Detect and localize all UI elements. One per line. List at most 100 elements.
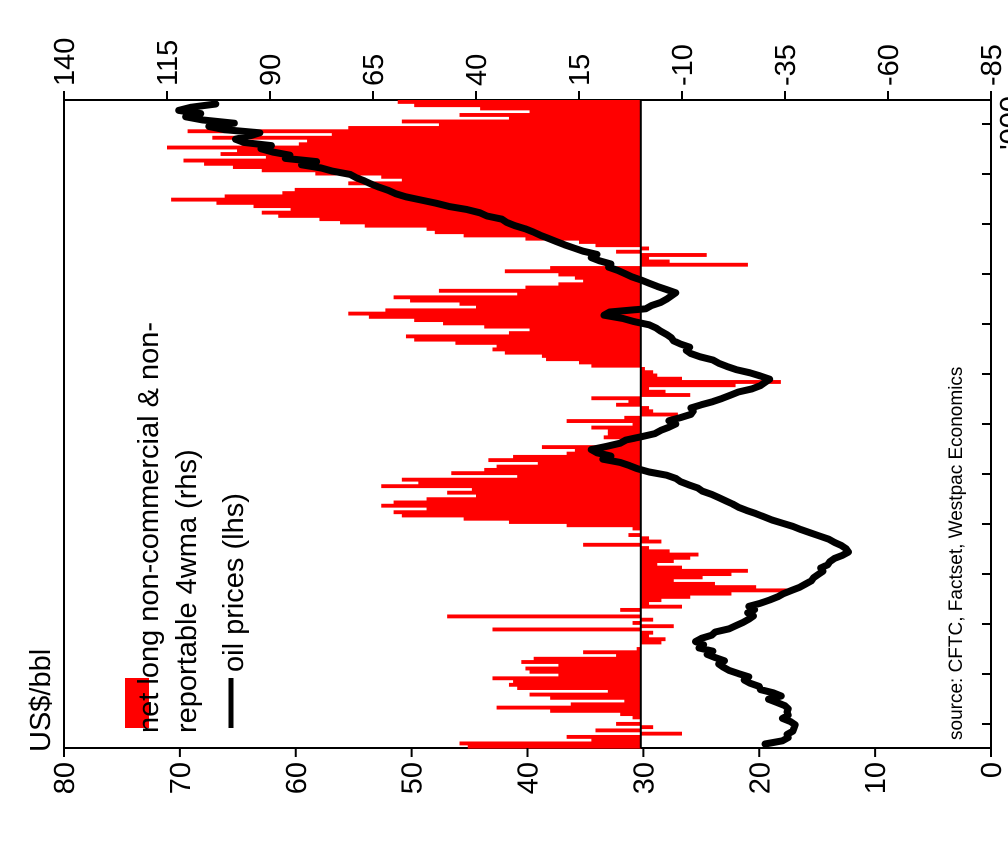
bar bbox=[640, 594, 691, 599]
bar bbox=[640, 630, 654, 635]
bar bbox=[459, 301, 641, 306]
bar bbox=[401, 477, 641, 482]
bar bbox=[570, 702, 641, 707]
bar bbox=[496, 464, 641, 469]
bar bbox=[640, 562, 658, 567]
bar bbox=[640, 601, 650, 606]
bar bbox=[282, 191, 641, 196]
bar bbox=[616, 249, 641, 254]
bar bbox=[385, 308, 641, 313]
bar bbox=[513, 454, 641, 459]
legend-bar-swatch bbox=[125, 678, 149, 728]
bar bbox=[467, 744, 641, 749]
bar bbox=[381, 174, 641, 179]
right-axis-tick-label: -85 bbox=[976, 44, 1008, 86]
left-axis-tick-label: 80 bbox=[49, 762, 81, 794]
bar bbox=[640, 380, 781, 384]
bar bbox=[232, 165, 641, 169]
bar bbox=[237, 148, 641, 153]
right-axis-tick-label: -35 bbox=[770, 44, 802, 86]
bar bbox=[167, 145, 641, 150]
bar bbox=[550, 266, 641, 270]
bar bbox=[595, 728, 641, 733]
right-axis-tick-label: 15 bbox=[564, 54, 596, 86]
bar bbox=[640, 389, 666, 394]
bar bbox=[348, 126, 641, 130]
bar bbox=[381, 484, 641, 489]
right-axis-tick-label: -10 bbox=[667, 44, 699, 86]
right-axis-tick-label: 140 bbox=[49, 38, 81, 86]
bar bbox=[348, 181, 641, 186]
bar bbox=[401, 513, 641, 518]
bar bbox=[438, 288, 641, 293]
bar bbox=[616, 653, 641, 658]
bar bbox=[640, 259, 670, 264]
bar bbox=[438, 122, 641, 127]
left-axis-tick-label: 0 bbox=[976, 762, 1008, 778]
bar bbox=[583, 650, 641, 655]
bar bbox=[381, 503, 641, 508]
bar bbox=[566, 419, 641, 423]
time-axis-ticks bbox=[982, 123, 991, 725]
bar bbox=[603, 435, 641, 440]
left-axis-tick-label: 10 bbox=[860, 762, 892, 794]
bar bbox=[616, 721, 641, 726]
bar bbox=[636, 647, 641, 651]
bar bbox=[620, 441, 641, 446]
bar bbox=[443, 321, 641, 326]
bar bbox=[393, 295, 641, 300]
bar bbox=[558, 282, 641, 287]
bar bbox=[550, 695, 641, 700]
bar bbox=[484, 467, 641, 472]
bar bbox=[640, 367, 645, 371]
right-axis: -85 -60 -35 -10 15 40 65 90 115 140 bbox=[49, 38, 1008, 100]
bar bbox=[591, 425, 641, 430]
bar bbox=[529, 692, 641, 697]
bar bbox=[550, 708, 641, 713]
bar bbox=[529, 109, 641, 114]
bar bbox=[607, 689, 641, 694]
left-axis-tick-label: 70 bbox=[165, 762, 197, 794]
bar bbox=[525, 236, 641, 241]
bar bbox=[278, 213, 641, 218]
bar bbox=[529, 669, 641, 674]
bar bbox=[525, 666, 641, 671]
bar bbox=[579, 360, 641, 365]
bar bbox=[521, 660, 641, 664]
bar bbox=[566, 734, 641, 739]
bar bbox=[393, 510, 641, 515]
bar bbox=[574, 448, 641, 453]
legend: net long non-commercial & non- reportabl… bbox=[125, 322, 250, 733]
bar bbox=[640, 409, 654, 414]
bar bbox=[298, 142, 641, 147]
bar bbox=[504, 350, 641, 355]
bar bbox=[537, 461, 641, 466]
bar bbox=[480, 106, 641, 111]
bar bbox=[364, 223, 641, 228]
bar bbox=[616, 402, 641, 407]
bar bbox=[640, 591, 732, 596]
bar bbox=[397, 100, 641, 104]
bar bbox=[492, 627, 641, 632]
bar bbox=[558, 272, 641, 277]
bar bbox=[607, 428, 641, 433]
bar bbox=[508, 116, 641, 121]
bar bbox=[632, 715, 641, 720]
bar bbox=[517, 292, 641, 296]
bar bbox=[471, 487, 641, 492]
right-axis-unit-label: '000 bbox=[995, 96, 1008, 150]
left-axis-tick-label: 20 bbox=[744, 762, 776, 794]
bar bbox=[405, 334, 641, 339]
bar bbox=[224, 194, 641, 199]
bar bbox=[640, 262, 748, 267]
bar bbox=[640, 549, 670, 554]
bar bbox=[640, 256, 650, 261]
bar bbox=[368, 314, 641, 319]
right-axis-tick-label: 65 bbox=[358, 54, 390, 86]
bar bbox=[640, 253, 707, 257]
bar bbox=[640, 588, 794, 593]
bar bbox=[640, 568, 748, 573]
bar bbox=[476, 305, 641, 310]
bar bbox=[640, 406, 650, 410]
